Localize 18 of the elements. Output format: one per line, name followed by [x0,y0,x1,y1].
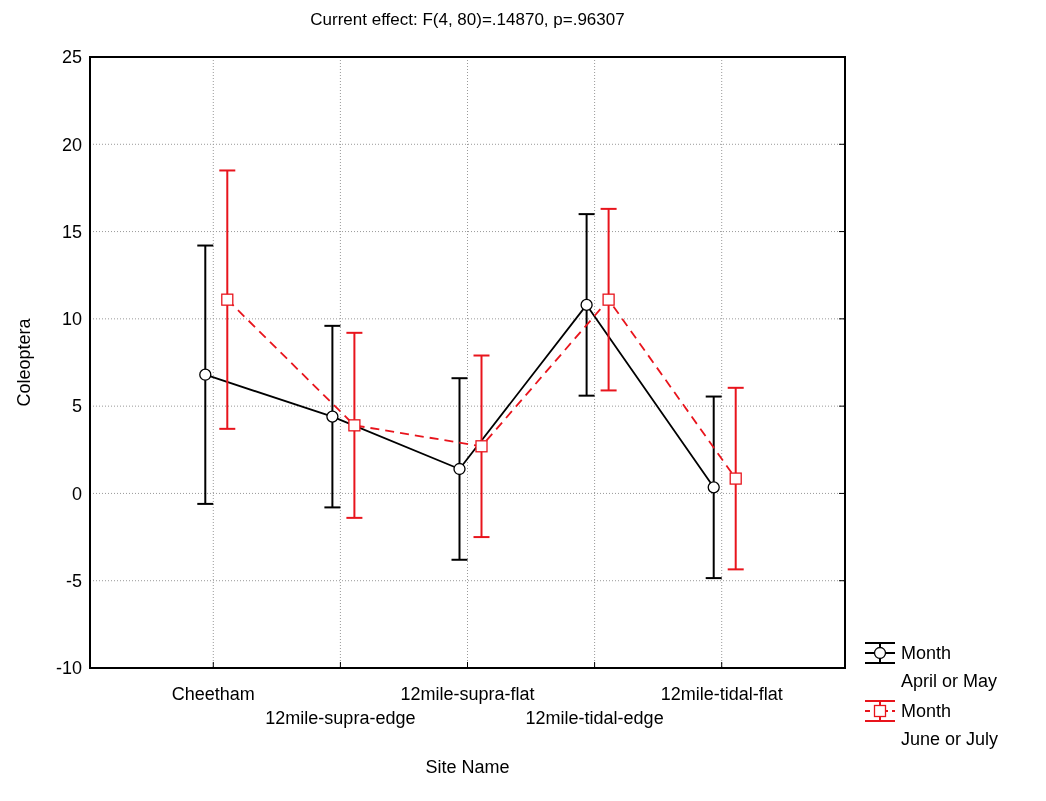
y-tick-label: 25 [61,47,82,68]
legend-label: Month June or July [901,701,999,750]
x-tick-label: 12mile-supra-edge [265,708,416,728]
x-tick-label: 12mile-tidal-flat [660,684,783,704]
y-tick-label: 5 [71,396,82,417]
y-tick-label: -5 [65,571,82,592]
x-tick-label: Cheetham [171,684,255,704]
y-tick-label: -10 [55,658,82,679]
y-tick-label: 10 [61,309,82,330]
legend-label: Month April or May [901,643,998,692]
y-tick-label: 15 [61,221,82,242]
x-tick-label: 12mile-tidal-edge [525,708,664,728]
y-tick-label: 0 [71,483,82,504]
x-axis-title: Site Name [425,757,510,777]
chart-title: Current effect: F(4, 80)=.14870, p=.96307 [310,10,625,29]
y-axis-title: Coleoptera [14,317,34,407]
x-tick-label: 12mile-supra-flat [400,684,535,704]
y-tick-label: 20 [61,134,82,155]
